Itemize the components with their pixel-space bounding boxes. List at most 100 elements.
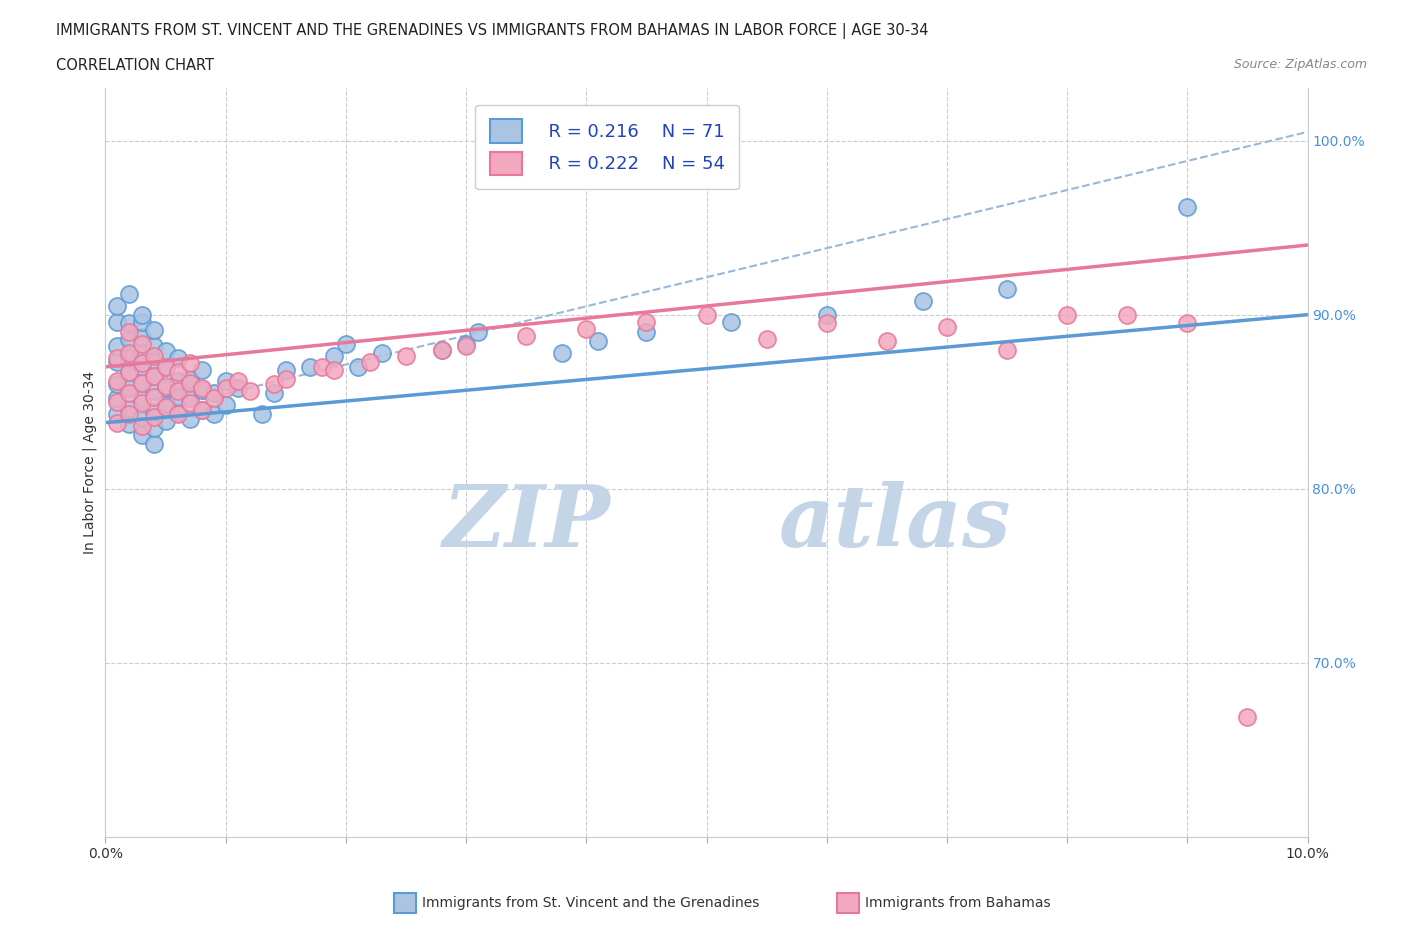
Point <box>202 386 225 401</box>
Point <box>142 420 165 435</box>
Point <box>131 360 153 375</box>
Point <box>155 400 177 415</box>
Point <box>131 418 153 433</box>
Point <box>298 360 321 375</box>
Point <box>1175 199 1198 214</box>
Point <box>179 412 201 427</box>
Point <box>166 365 188 379</box>
Point <box>190 403 212 418</box>
Point <box>179 396 201 411</box>
Point <box>118 417 141 432</box>
Point <box>107 415 129 430</box>
Point <box>107 374 129 389</box>
Point <box>371 346 394 361</box>
Point <box>202 406 225 421</box>
Point <box>118 365 141 379</box>
Point <box>179 372 201 387</box>
Point <box>322 349 344 364</box>
Point <box>131 346 153 361</box>
Point <box>118 406 141 421</box>
Point <box>454 339 477 353</box>
Point <box>118 386 141 401</box>
Point <box>1236 710 1258 724</box>
Text: Immigrants from St. Vincent and the Grenadines: Immigrants from St. Vincent and the Gren… <box>422 896 759 910</box>
Point <box>131 410 153 425</box>
Point <box>263 386 285 401</box>
Text: CORRELATION CHART: CORRELATION CHART <box>56 58 214 73</box>
Point <box>107 406 129 421</box>
Point <box>107 314 129 329</box>
Point <box>1116 307 1139 322</box>
Point <box>179 375 201 390</box>
Point <box>755 332 778 347</box>
Text: ZIP: ZIP <box>443 481 610 565</box>
Point <box>118 316 141 331</box>
Point <box>430 342 453 357</box>
Point <box>995 281 1018 296</box>
Point <box>179 391 201 405</box>
Point <box>190 382 212 397</box>
Text: Source: ZipAtlas.com: Source: ZipAtlas.com <box>1233 58 1367 71</box>
Point <box>131 337 153 352</box>
Point <box>118 380 141 395</box>
Text: IMMIGRANTS FROM ST. VINCENT AND THE GRENADINES VS IMMIGRANTS FROM BAHAMAS IN LAB: IMMIGRANTS FROM ST. VINCENT AND THE GREN… <box>56 23 929 39</box>
Point <box>876 333 898 348</box>
Point <box>911 293 934 308</box>
Point <box>995 342 1018 357</box>
Point <box>107 339 129 353</box>
Point <box>131 375 153 390</box>
Point <box>155 396 177 411</box>
Point <box>131 428 153 443</box>
Point <box>131 356 153 371</box>
Point <box>250 406 273 421</box>
Point <box>118 325 141 339</box>
Point <box>575 321 598 336</box>
Point <box>936 319 959 334</box>
Point <box>118 346 141 361</box>
Legend:   R = 0.216    N = 71,   R = 0.222    N = 54: R = 0.216 N = 71, R = 0.222 N = 54 <box>475 105 740 189</box>
Point <box>107 377 129 392</box>
Point <box>467 325 489 339</box>
Point <box>239 384 262 399</box>
Point <box>430 342 453 357</box>
Point <box>214 374 236 389</box>
Point <box>214 380 236 395</box>
Point <box>311 360 333 375</box>
Point <box>636 325 658 339</box>
Point <box>214 398 236 413</box>
Point <box>166 384 188 399</box>
Point <box>155 414 177 429</box>
Point <box>107 394 129 409</box>
Point <box>515 328 537 343</box>
Point <box>155 380 177 395</box>
Point <box>131 307 153 322</box>
Point <box>142 368 165 383</box>
Point <box>588 333 610 348</box>
Point <box>720 314 742 329</box>
Point <box>155 344 177 359</box>
Point <box>142 384 165 399</box>
Point <box>142 352 165 367</box>
Point <box>815 307 838 322</box>
Point <box>190 363 212 378</box>
Point <box>118 351 141 365</box>
Point <box>166 406 188 421</box>
Point <box>395 349 418 364</box>
Point <box>551 346 574 361</box>
Point <box>636 314 658 329</box>
Point <box>131 375 153 390</box>
Point <box>107 391 129 405</box>
Point <box>142 349 165 364</box>
Point <box>118 401 141 416</box>
Point <box>142 368 165 383</box>
Text: Immigrants from Bahamas: Immigrants from Bahamas <box>865 896 1050 910</box>
Point <box>335 337 357 352</box>
Text: atlas: atlas <box>779 481 1011 565</box>
Point <box>107 354 129 369</box>
Point <box>118 286 141 301</box>
Point <box>155 360 177 375</box>
Point <box>142 323 165 338</box>
Point <box>274 372 297 387</box>
Point <box>142 389 165 404</box>
Point <box>274 363 297 378</box>
